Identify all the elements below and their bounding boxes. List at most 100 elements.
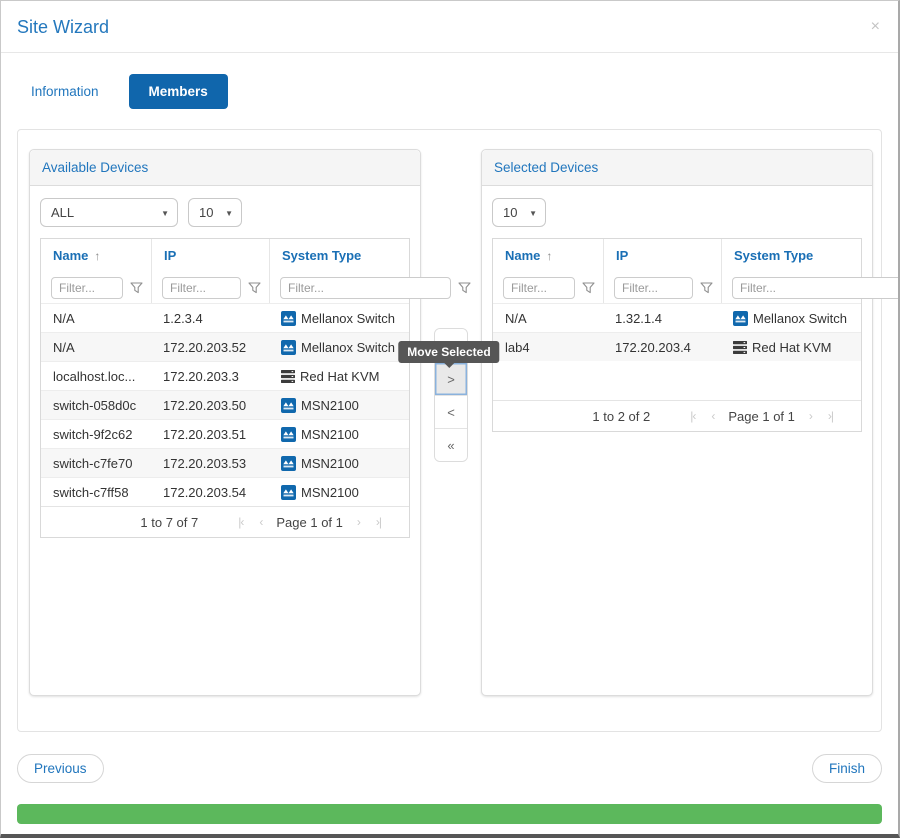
chevron-down-icon: ▼: [225, 209, 233, 218]
site-wizard-dialog: Site Wizard × Information Members Availa…: [0, 0, 900, 838]
table-filter-row: [41, 272, 409, 303]
device-ip-cell: 172.20.203.52: [151, 340, 269, 355]
device-type-label: MSN2100: [301, 456, 359, 471]
chevron-down-icon: ▼: [529, 209, 537, 218]
table-row[interactable]: lab4 172.20.203.4 Red Hat KVM: [493, 332, 861, 361]
previous-button[interactable]: Previous: [17, 754, 104, 783]
selected-devices-rows: N/A 1.32.1.4 Mellanox Switch lab4 172.20…: [493, 303, 861, 400]
mellanox-switch-icon: [281, 456, 296, 471]
row-range-label: 1 to 7 of 7: [140, 515, 198, 530]
mellanox-switch-icon: [281, 311, 296, 326]
column-header-ip[interactable]: IP: [151, 239, 269, 272]
device-type-label: Mellanox Switch: [301, 340, 395, 355]
table-header-row: Name ↑ IP System Type: [493, 239, 861, 272]
device-name-cell: N/A: [493, 311, 603, 326]
sort-asc-icon: ↑: [546, 249, 552, 263]
prev-page-icon[interactable]: ‹: [711, 409, 714, 423]
move-selected-tooltip: Move Selected: [398, 341, 499, 363]
device-name-cell: switch-c7fe70: [41, 456, 151, 471]
device-ip-cell: 172.20.203.4: [603, 340, 721, 355]
redhat-kvm-icon: [733, 341, 747, 354]
device-ip-cell: 172.20.203.50: [151, 398, 269, 413]
device-name-cell: localhost.loc...: [41, 369, 151, 384]
device-name-cell: switch-9f2c62: [41, 427, 151, 442]
ip-filter-input[interactable]: [614, 277, 693, 299]
device-type-label: Red Hat KVM: [300, 369, 379, 384]
table-row[interactable]: switch-9f2c62 172.20.203.51 MSN2100: [41, 419, 409, 448]
available-devices-rows: N/A 1.2.3.4 Mellanox Switch N/A 172.20.2…: [41, 303, 409, 506]
device-type-cell: Mellanox Switch: [269, 340, 409, 355]
mellanox-switch-icon: [733, 311, 748, 326]
device-type-cell: MSN2100: [269, 485, 409, 500]
device-name-cell: N/A: [41, 311, 151, 326]
table-row[interactable]: localhost.loc... 172.20.203.3 Red Hat KV…: [41, 361, 409, 390]
table-row[interactable]: N/A 1.32.1.4 Mellanox Switch: [493, 303, 861, 332]
available-devices-panel: Available Devices ALL ▼ 10 ▼ Name: [29, 149, 421, 696]
device-type-cell: MSN2100: [269, 456, 409, 471]
device-ip-cell: 172.20.203.3: [151, 369, 269, 384]
mellanox-switch-icon: [281, 427, 296, 442]
selected-page-size-select[interactable]: 10 ▼: [492, 198, 546, 227]
last-page-icon[interactable]: ›|: [828, 409, 833, 423]
name-filter-input[interactable]: [51, 277, 123, 299]
members-step-content: Available Devices ALL ▼ 10 ▼ Name: [17, 129, 882, 732]
device-type-cell: Red Hat KVM: [721, 340, 861, 355]
available-pagination: 1 to 7 of 7 |‹ ‹ Page 1 of 1 › ›|: [41, 506, 409, 537]
wizard-tabs: Information Members: [1, 53, 898, 129]
dialog-title: Site Wizard: [17, 17, 109, 38]
finish-button[interactable]: Finish: [812, 754, 882, 783]
column-header-name[interactable]: Name ↑: [493, 239, 603, 272]
available-devices-title: Available Devices: [30, 150, 420, 186]
device-ip-cell: 172.20.203.51: [151, 427, 269, 442]
chevron-down-icon: ▼: [161, 209, 169, 218]
funnel-icon[interactable]: [130, 282, 143, 294]
table-row[interactable]: N/A 1.2.3.4 Mellanox Switch: [41, 303, 409, 332]
move-all-left-button[interactable]: «: [435, 428, 467, 461]
tab-information[interactable]: Information: [31, 74, 99, 109]
device-type-label: Mellanox Switch: [753, 311, 847, 326]
available-page-size-select[interactable]: 10 ▼: [188, 198, 242, 227]
last-page-icon[interactable]: ›|: [376, 515, 381, 529]
mellanox-switch-icon: [281, 398, 296, 413]
funnel-icon[interactable]: [582, 282, 595, 294]
funnel-icon[interactable]: [248, 282, 261, 294]
dialog-header: Site Wizard ×: [1, 1, 898, 53]
table-row[interactable]: switch-c7ff58 172.20.203.54 MSN2100: [41, 477, 409, 506]
funnel-icon[interactable]: [700, 282, 713, 294]
device-type-select[interactable]: ALL ▼: [40, 198, 178, 227]
device-type-cell: Mellanox Switch: [269, 311, 409, 326]
first-page-icon[interactable]: |‹: [238, 515, 243, 529]
table-row[interactable]: switch-c7fe70 172.20.203.53 MSN2100: [41, 448, 409, 477]
column-header-name[interactable]: Name ↑: [41, 239, 151, 272]
table-row[interactable]: N/A 172.20.203.52 Mellanox Switch: [41, 332, 409, 361]
tab-members[interactable]: Members: [129, 74, 228, 109]
device-type-label: MSN2100: [301, 427, 359, 442]
wizard-footer: Previous Finish: [17, 754, 882, 783]
device-type-label: Red Hat KVM: [752, 340, 831, 355]
next-page-icon[interactable]: ›: [809, 409, 812, 423]
system-type-filter-input[interactable]: [732, 277, 900, 299]
device-name-cell: switch-058d0c: [41, 398, 151, 413]
selected-page-size-value: 10: [503, 205, 517, 220]
move-selected-left-button[interactable]: <: [435, 395, 467, 428]
progress-bar: [17, 804, 882, 824]
ip-filter-input[interactable]: [162, 277, 241, 299]
device-type-label: Mellanox Switch: [301, 311, 395, 326]
device-name-cell: N/A: [41, 340, 151, 355]
next-page-icon[interactable]: ›: [357, 515, 360, 529]
name-filter-input[interactable]: [503, 277, 575, 299]
selected-devices-panel: Selected Devices 10 ▼ Name ↑ IP: [481, 149, 873, 696]
mellanox-switch-icon: [281, 340, 296, 355]
prev-page-icon[interactable]: ‹: [259, 515, 262, 529]
device-type-label: MSN2100: [301, 485, 359, 500]
device-ip-cell: 172.20.203.54: [151, 485, 269, 500]
table-row[interactable]: switch-058d0c 172.20.203.50 MSN2100: [41, 390, 409, 419]
row-range-label: 1 to 2 of 2: [592, 409, 650, 424]
mellanox-switch-icon: [281, 485, 296, 500]
column-header-system-type[interactable]: System Type: [269, 239, 409, 272]
device-type-label: MSN2100: [301, 398, 359, 413]
column-header-ip[interactable]: IP: [603, 239, 721, 272]
close-icon[interactable]: ×: [871, 19, 880, 35]
first-page-icon[interactable]: |‹: [690, 409, 695, 423]
column-header-system-type[interactable]: System Type: [721, 239, 861, 272]
